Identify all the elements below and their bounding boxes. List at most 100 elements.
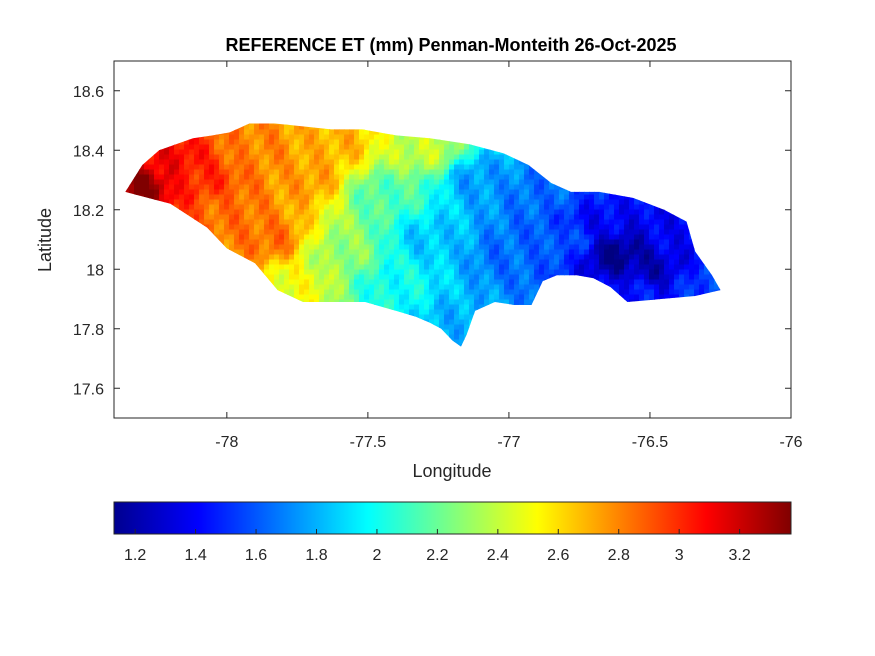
et-cell (234, 199, 240, 206)
et-cell (294, 184, 300, 191)
et-cell (504, 189, 510, 196)
et-cell (369, 189, 375, 196)
et-cell (424, 164, 430, 171)
et-cell (379, 249, 385, 256)
et-cell (419, 244, 425, 251)
et-cell (384, 274, 390, 281)
et-cell (529, 169, 535, 176)
et-cell (374, 184, 380, 191)
et-cell (329, 139, 335, 146)
et-cell (259, 139, 265, 146)
et-cell (359, 214, 365, 221)
et-cell (589, 199, 595, 206)
et-cell (424, 189, 430, 196)
et-cell (319, 249, 325, 256)
et-cell (364, 294, 370, 301)
et-cell (544, 249, 550, 256)
et-cell (574, 229, 580, 236)
et-cell (674, 219, 680, 226)
et-cell (449, 174, 455, 181)
et-cell (279, 274, 285, 281)
et-cell (484, 189, 490, 196)
et-cell (369, 199, 375, 206)
et-cell (474, 199, 480, 206)
et-cell (514, 279, 520, 286)
et-cell (339, 204, 345, 211)
et-cell (279, 214, 285, 221)
et-cell (209, 159, 215, 166)
et-cell (224, 239, 230, 246)
et-cell (204, 194, 210, 201)
et-cell (254, 249, 260, 256)
et-cell (269, 179, 275, 186)
et-cell (384, 244, 390, 251)
et-cell (349, 184, 355, 191)
et-cell (289, 229, 295, 236)
et-cell (289, 289, 295, 296)
et-cell (269, 214, 275, 221)
et-cell (599, 209, 605, 216)
et-cell (589, 209, 595, 216)
et-cell (589, 254, 595, 261)
et-cell (234, 184, 240, 191)
et-cell (414, 269, 420, 276)
et-cell (334, 239, 340, 246)
et-cell (654, 244, 660, 251)
et-cell (299, 269, 305, 276)
et-cell (294, 139, 300, 146)
et-cell (179, 149, 185, 156)
et-cell (339, 239, 345, 246)
et-cell (449, 184, 455, 191)
et-cell (359, 219, 365, 226)
et-cell (654, 264, 660, 271)
et-cell (614, 234, 620, 241)
et-cell (414, 289, 420, 296)
et-cell (294, 149, 300, 156)
et-cell (509, 179, 515, 186)
et-cell (249, 154, 255, 161)
et-cell (344, 274, 350, 281)
et-cell (279, 284, 285, 291)
et-cell (324, 234, 330, 241)
et-cell (439, 184, 445, 191)
et-cell (339, 219, 345, 226)
et-cell (514, 239, 520, 246)
et-cell (179, 199, 185, 206)
et-cell (564, 204, 570, 211)
et-cell (139, 179, 145, 186)
et-cell (389, 179, 395, 186)
et-cell (454, 154, 460, 161)
et-cell (369, 179, 375, 186)
et-cell (259, 124, 265, 131)
et-cell (134, 184, 140, 191)
et-cell (254, 204, 260, 211)
et-cell (499, 254, 505, 261)
et-cell (284, 169, 290, 176)
et-cell (539, 224, 545, 231)
et-cell (689, 269, 695, 276)
et-cell (229, 169, 235, 176)
et-cell (484, 164, 490, 171)
et-cell (564, 254, 570, 261)
et-cell (434, 259, 440, 266)
et-cell (654, 249, 660, 256)
et-cell (699, 279, 705, 286)
et-cell (309, 149, 315, 156)
et-cell (409, 204, 415, 211)
et-cell (674, 249, 680, 256)
et-cell (624, 259, 630, 266)
et-cell (364, 279, 370, 286)
et-cell (229, 209, 235, 216)
et-cell (624, 244, 630, 251)
et-cell (369, 274, 375, 281)
et-cell (189, 159, 195, 166)
et-cell (169, 199, 175, 206)
et-cell (274, 259, 280, 266)
et-cell (484, 194, 490, 201)
et-cell (334, 134, 340, 141)
et-cell (459, 299, 465, 306)
et-cell (394, 199, 400, 206)
et-cell (199, 204, 205, 211)
et-cell (504, 169, 510, 176)
et-cell (149, 174, 155, 181)
